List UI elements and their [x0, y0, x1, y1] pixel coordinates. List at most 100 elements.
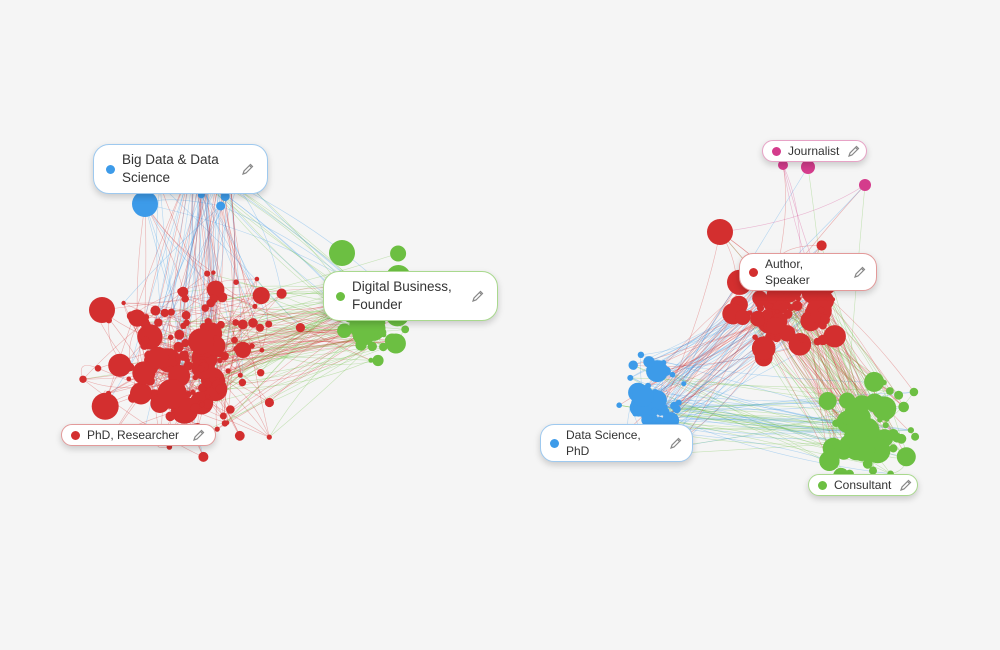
red-node[interactable] [198, 451, 209, 462]
red-node[interactable] [215, 384, 225, 394]
red-node[interactable] [160, 308, 169, 318]
red-node[interactable] [130, 382, 152, 405]
pencil-icon[interactable] [192, 428, 206, 442]
red-node[interactable] [190, 389, 196, 395]
red-node[interactable] [177, 286, 189, 298]
red-node[interactable] [751, 336, 776, 360]
pencil-icon[interactable] [471, 289, 485, 303]
blue-node[interactable] [681, 381, 687, 387]
green-node[interactable] [864, 371, 885, 392]
red-node[interactable] [173, 341, 184, 353]
red-node[interactable] [181, 339, 190, 348]
blue-node[interactable] [669, 371, 676, 378]
red-node[interactable] [165, 411, 176, 422]
green-node[interactable] [896, 448, 913, 465]
blue-hub-node[interactable] [632, 385, 654, 407]
pink-node[interactable] [801, 160, 815, 174]
red-node[interactable] [79, 375, 87, 383]
red-node[interactable] [206, 280, 225, 299]
red-node[interactable] [231, 336, 238, 344]
label-big-data[interactable]: Big Data & Data Science [93, 144, 268, 195]
red-node[interactable] [248, 318, 258, 328]
red-node[interactable] [767, 293, 778, 304]
red-node[interactable] [234, 430, 245, 441]
green-node[interactable] [894, 390, 904, 400]
label-consultant[interactable]: Consultant [808, 474, 918, 497]
blue-node[interactable] [632, 410, 639, 417]
blue-node[interactable] [637, 351, 645, 358]
red-node[interactable] [234, 341, 251, 358]
red-node[interactable] [225, 368, 231, 374]
red-node[interactable] [257, 369, 265, 377]
red-node[interactable] [805, 295, 811, 302]
red-node[interactable] [205, 393, 211, 399]
red-node[interactable] [199, 401, 205, 408]
green-node[interactable] [838, 421, 844, 427]
red-node[interactable] [817, 306, 825, 314]
red-node[interactable] [137, 324, 163, 350]
label-digital-business[interactable]: Digital Business, Founder [323, 271, 498, 322]
red-node[interactable] [788, 333, 812, 356]
green-node[interactable] [368, 357, 374, 363]
red-node[interactable] [746, 310, 753, 316]
red-node[interactable] [276, 288, 287, 299]
red-node[interactable] [211, 270, 216, 275]
red-hub-node[interactable] [157, 379, 187, 409]
blue-node[interactable] [663, 413, 672, 422]
green-node[interactable] [390, 245, 407, 262]
red-node[interactable] [265, 320, 273, 328]
red-node[interactable] [128, 309, 146, 327]
red-hub-node[interactable] [89, 297, 115, 323]
pencil-icon[interactable] [241, 162, 255, 176]
red-node[interactable] [94, 365, 102, 372]
red-node[interactable] [108, 353, 132, 377]
red-node[interactable] [183, 319, 190, 327]
red-node[interactable] [830, 297, 836, 302]
green-node[interactable] [896, 433, 907, 444]
green-node[interactable] [839, 392, 856, 409]
blue-node[interactable] [655, 416, 665, 426]
red-node[interactable] [207, 299, 214, 305]
blue-node[interactable] [643, 356, 655, 368]
red-node[interactable] [181, 310, 191, 320]
red-node[interactable] [253, 289, 263, 298]
red-hub-node[interactable] [707, 219, 733, 245]
red-node[interactable] [756, 304, 765, 312]
green-node[interactable] [860, 395, 869, 404]
red-node[interactable] [190, 403, 200, 413]
green-node[interactable] [852, 424, 859, 432]
red-node[interactable] [259, 347, 265, 353]
red-node[interactable] [184, 357, 190, 364]
red-node[interactable] [217, 357, 223, 364]
blue-hub-node[interactable] [132, 191, 158, 217]
red-node[interactable] [132, 361, 156, 385]
red-node[interactable] [295, 323, 305, 333]
red-node[interactable] [220, 351, 229, 361]
red-node[interactable] [752, 290, 768, 306]
red-node[interactable] [766, 317, 785, 335]
green-node[interactable] [818, 392, 837, 410]
red-node[interactable] [266, 434, 272, 440]
red-node[interactable] [774, 309, 780, 314]
red-node[interactable] [214, 426, 220, 432]
green-node[interactable] [381, 332, 387, 338]
green-node[interactable] [882, 422, 889, 429]
green-node[interactable] [889, 444, 898, 453]
red-node[interactable] [735, 309, 751, 325]
red-node[interactable] [795, 296, 802, 302]
red-node[interactable] [226, 405, 235, 414]
blue-node[interactable] [627, 374, 634, 381]
red-node[interactable] [91, 392, 119, 420]
blue-node[interactable] [616, 402, 622, 409]
blue-node[interactable] [216, 201, 226, 211]
blue-node[interactable] [628, 360, 638, 370]
red-node[interactable] [232, 319, 240, 326]
red-node[interactable] [809, 290, 819, 300]
green-node[interactable] [352, 323, 375, 346]
red-node[interactable] [150, 305, 161, 316]
green-node[interactable] [907, 427, 915, 434]
red-node[interactable] [792, 300, 803, 311]
label-phd-researcher[interactable]: PhD, Researcher [61, 424, 216, 447]
red-node[interactable] [188, 328, 215, 355]
green-node[interactable] [879, 449, 886, 456]
